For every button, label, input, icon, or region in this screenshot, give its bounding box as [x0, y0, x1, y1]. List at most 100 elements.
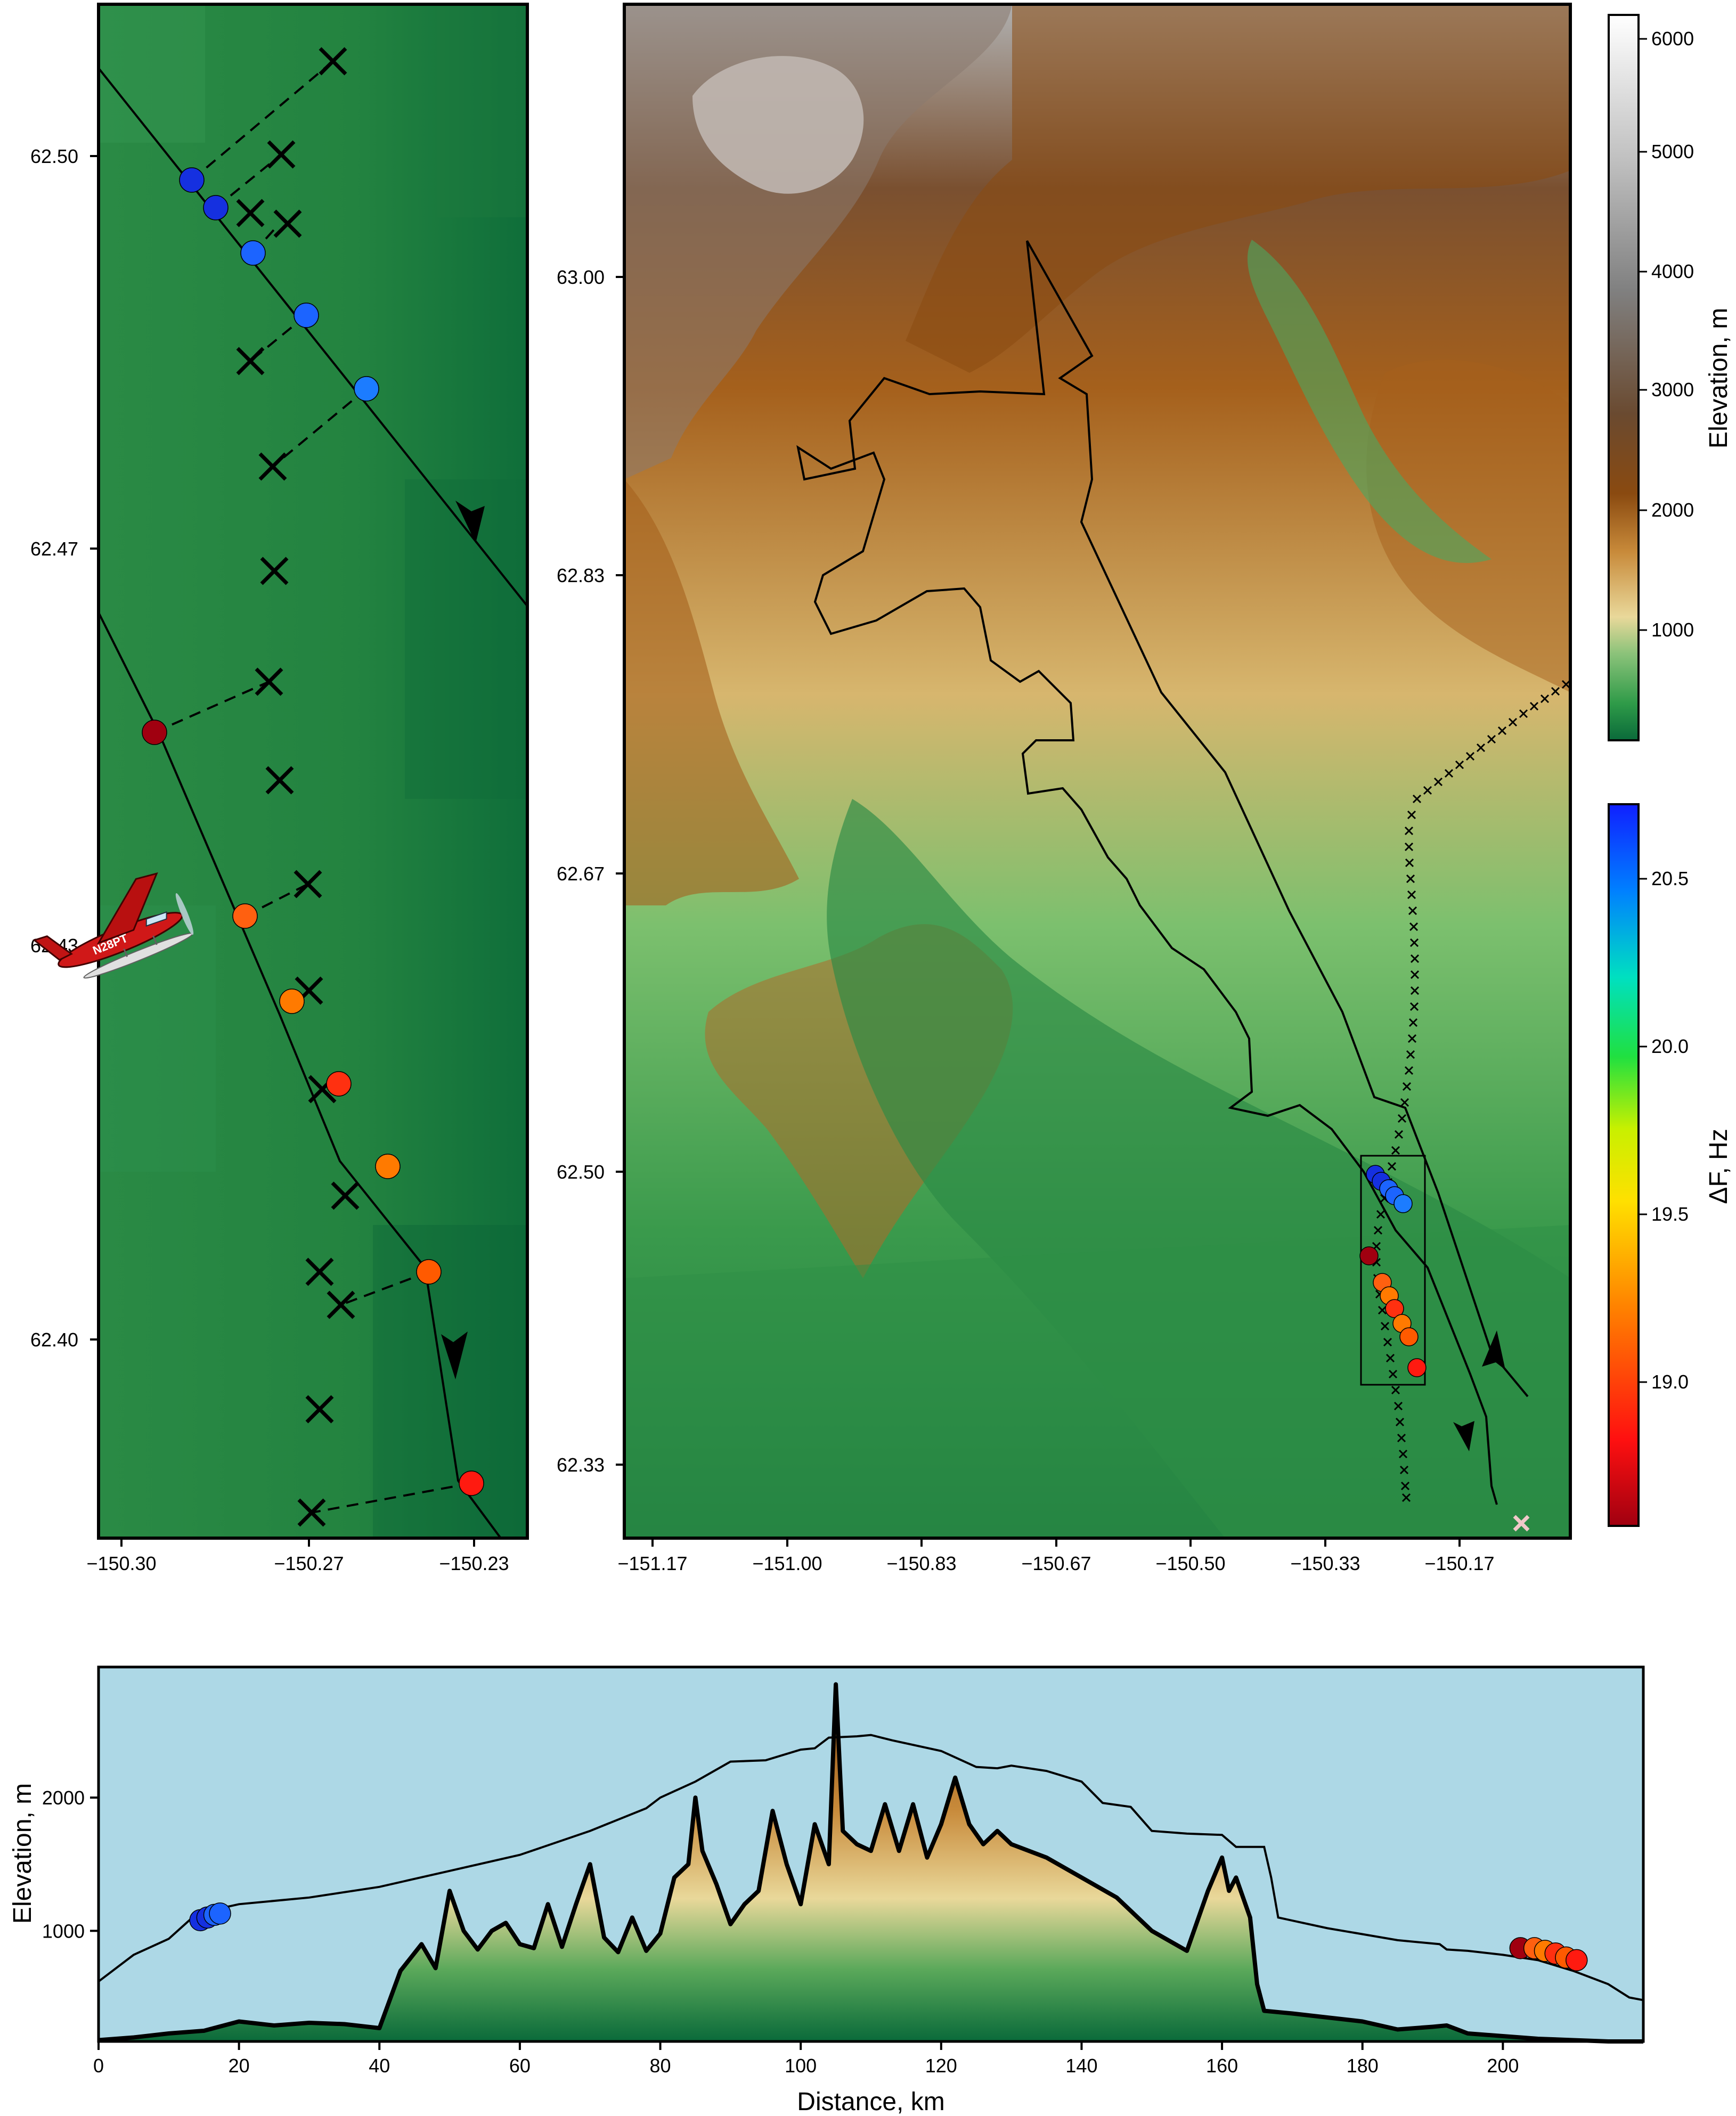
seismic-station-marker: [1383, 1337, 1392, 1347]
frequency-colorbar-title: ΔF, Hz: [1705, 1129, 1733, 1204]
chulitna-valley: [1247, 240, 1492, 563]
elevation-colorbar-tick-label: 1000: [1651, 619, 1694, 641]
profile-x-tick-label: 40: [369, 2055, 390, 2077]
seismic-station-marker: [1400, 1098, 1409, 1107]
seismic-station-marker: [273, 209, 302, 238]
northern-mountains: [906, 4, 1570, 373]
main-x-tick-label: −150.33: [1290, 1553, 1360, 1574]
seismic-station-marker: [1529, 701, 1539, 711]
seismic-station-marker: [1401, 1493, 1411, 1502]
seismic-station-marker: [1410, 986, 1420, 995]
seismic-station-marker: [1408, 906, 1417, 916]
seismic-station-marker: [1394, 1130, 1404, 1139]
western-ridges: [624, 479, 799, 905]
profile-x-tick-label: 80: [650, 2055, 671, 2077]
seismic-station-marker: [1407, 810, 1416, 820]
inset-map: −150.30−150.27−150.23 62.5062.4762.4362.…: [30, 3, 529, 1574]
seismic-station-marker: [1397, 1114, 1407, 1123]
main-x-tick-label: −150.17: [1424, 1553, 1494, 1574]
terrain-profile-fill: [99, 1684, 1643, 2041]
frequency-point: [1407, 1358, 1427, 1377]
lowland-bottom: [624, 1225, 1570, 1538]
frequency-point: [279, 988, 305, 1014]
profile-x-tick-label: 0: [93, 2055, 104, 2077]
seismic-station-marker: [1402, 1082, 1412, 1091]
seismic-station-marker: [267, 140, 296, 169]
inset-direction-arrow-south: [441, 1331, 468, 1379]
seismic-station-marker: [1373, 1226, 1383, 1235]
frequency-point: [1393, 1194, 1413, 1213]
main-map-terrain-relief: [624, 4, 1570, 1538]
seismic-station-marker: [1409, 1002, 1419, 1011]
profile-x-tick-label: 60: [509, 2055, 531, 2077]
aircraft-cockpit: [145, 911, 167, 927]
seismic-station-marker: [1410, 970, 1420, 979]
station-link: [311, 1482, 472, 1514]
frequency-point: [326, 1071, 352, 1097]
main-y-axis: 63.00 62.83 62.67 62.50 62.33: [557, 266, 624, 1476]
elevation-colorbar-tick-label: 4000: [1651, 260, 1694, 282]
main-map-frame: [623, 3, 1572, 1540]
frequency-point: [142, 720, 167, 745]
seismic-station-marker: [1465, 751, 1475, 761]
main-y-tick-label: 62.83: [557, 565, 605, 586]
seismic-station-marker: [327, 1290, 355, 1319]
seismic-station-marker: [1406, 1050, 1415, 1059]
inset-y-tick-label: 62.40: [30, 1329, 78, 1351]
frequency-colorbar: 20.5 20.0 19.5 19.0 ΔF, Hz: [1608, 803, 1733, 1527]
aircraft-icon: N28PT: [32, 872, 194, 979]
high-peaks-gray: [624, 4, 1012, 479]
inset-direction-arrow-north: [455, 501, 485, 543]
frequency-colorbar-fill: [1609, 804, 1639, 1526]
profile-x-tick-label: 100: [785, 2055, 817, 2077]
frequency-point: [1385, 1299, 1404, 1318]
inset-extent-box: [1360, 1155, 1426, 1386]
seismic-station-marker: [1404, 842, 1414, 852]
seismic-station-marker: [1380, 1321, 1390, 1331]
seismic-station-marker: [1551, 687, 1560, 696]
frequency-point: [294, 303, 319, 328]
elevation-colorbar: 6000 5000 4000 3000 2000 1000 Elevation, m: [1608, 14, 1733, 741]
seismic-station-marker: [1393, 1401, 1403, 1411]
profile-x-tick-label: 20: [229, 2055, 250, 2077]
frequency-colorbar-ticks: 20.5 20.0 19.5 19.0: [1639, 868, 1689, 1393]
seismic-station-marker: [331, 1181, 360, 1210]
frequency-point: [203, 195, 229, 220]
seismic-station-marker: [1540, 694, 1550, 704]
seismic-station-marker: [1497, 726, 1507, 736]
profile-y-label: Elevation, m: [9, 1783, 37, 1924]
profile-x-tick-label: 160: [1206, 2055, 1238, 2077]
elevation-colorbar-ticks: 6000 5000 4000 3000 2000 1000: [1639, 28, 1694, 641]
main-flight-tracks: [796, 240, 1529, 1505]
inset-y-tick-label: 62.47: [30, 538, 78, 560]
seismic-station-marker: [1409, 922, 1419, 932]
inset-x-tick-label: −150.30: [86, 1553, 156, 1574]
inset-x-tick-label: −150.23: [439, 1553, 509, 1574]
main-y-tick-label: 62.50: [557, 1161, 605, 1183]
profile-x-tick-label: 120: [925, 2055, 957, 2077]
frequency-point: [459, 1470, 484, 1496]
seismic-station-marker: [1407, 890, 1416, 900]
aircraft-propeller: [175, 893, 194, 935]
station-link: [244, 883, 308, 917]
seismic-station-marker: [1387, 1162, 1397, 1171]
frequency-point: [232, 903, 258, 929]
elevation-colorbar-frame: [1608, 14, 1640, 741]
seismic-station-marker: [305, 1395, 334, 1424]
frequency-point: [354, 376, 379, 402]
main-frequency-points: [1359, 1165, 1427, 1377]
main-x-tick-label: −150.67: [1021, 1553, 1091, 1574]
seismic-station-marker: [1433, 777, 1443, 787]
seismic-station-marker: [1397, 1433, 1406, 1443]
frequency-colorbar-tick-label: 19.0: [1651, 1371, 1689, 1393]
seismic-station-marker: [305, 1257, 334, 1286]
frequency-colorbar-tick-label: 20.5: [1651, 868, 1689, 889]
frequency-point: [240, 240, 266, 266]
inset-frequency-points: [142, 167, 484, 1496]
seismic-station-marker: [1423, 786, 1432, 795]
seismic-station-marker: [1404, 1066, 1414, 1075]
seismic-station-marker: [1391, 1385, 1400, 1395]
seismic-station-marker: [1455, 760, 1464, 770]
main-y-tick-label: 63.00: [557, 266, 605, 288]
